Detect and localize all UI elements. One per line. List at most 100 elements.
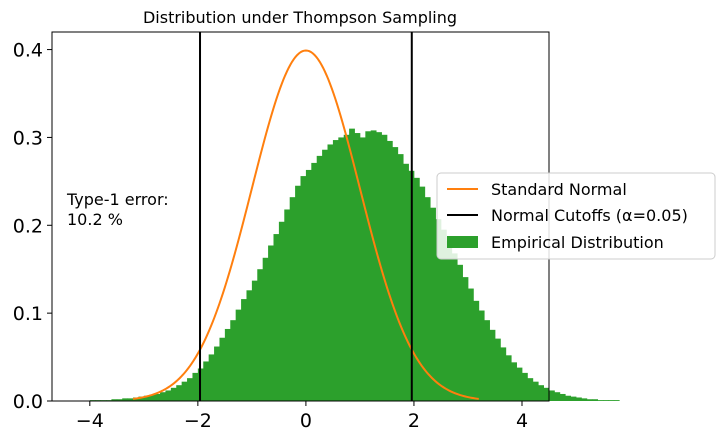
histogram-bar [322,149,328,401]
histogram-bar [289,197,296,401]
y-axis: 0.0 0.1 0.2 0.3 0.4 [13,40,52,413]
histogram-bar [154,393,161,401]
histogram-bar [516,367,523,401]
histogram-bar [262,257,269,401]
histogram-bar [187,378,193,401]
histogram-bar [457,264,463,401]
histogram-bar [440,229,447,401]
y-tick-label: 0.3 [13,127,43,149]
histogram-bar [284,209,291,401]
histogram-bar [138,396,145,401]
histogram-bar [273,234,280,401]
histogram-bar [500,347,507,401]
histogram-bar [370,130,377,401]
histogram-bar [149,394,156,401]
histogram-bar [538,385,544,401]
histogram-bar [365,131,372,401]
histogram-bar [251,280,258,401]
histogram-bar [397,154,404,401]
histogram-bar [116,399,123,401]
standard-normal-curve [132,49,479,400]
x-tick-label: 0 [300,410,312,432]
plot-area [89,32,620,402]
histogram-bar [559,393,566,401]
histogram-bar [478,310,485,401]
histogram-bar [473,300,480,401]
histogram-bar [349,128,355,401]
legend: Standard Normal Normal Cutoffs (α=0.05) … [436,172,716,260]
histogram-bar [446,241,453,401]
histogram-bar [586,399,593,401]
histogram-bar [565,395,572,401]
histogram-bar [581,398,588,401]
histogram-bar [224,328,231,401]
histogram-bar [332,140,339,401]
histogram-bar [241,299,247,401]
annotation: Type-1 error: 10.2 % [66,190,169,229]
histogram-bar [576,397,582,401]
histogram-bar [494,338,501,401]
histogram-bar [176,385,183,401]
histogram-bar [316,155,323,401]
y-tick-label: 0.1 [13,303,43,325]
histogram-bar [521,372,528,401]
histogram-bar [208,354,215,401]
y-tick-label: 0.4 [13,40,43,62]
histogram-bar [268,245,274,401]
histogram-bar [257,269,264,401]
histogram-bar [554,392,561,401]
histogram-bar [543,387,550,401]
legend-swatch-empirical [447,236,478,248]
histogram-bar [359,137,366,401]
histogram-bar [192,372,199,401]
histogram-bar [170,387,177,401]
histogram-bar [603,400,609,401]
histogram-bar [327,144,334,401]
histogram-bar [608,400,615,401]
x-tick-label: −2 [184,410,212,432]
type1-error-label: Type-1 error: [66,190,169,209]
histogram-bar [597,400,604,401]
histogram-bar [386,140,393,401]
histogram-bar [392,147,399,401]
x-tick-label: 2 [408,410,420,432]
histogram-bar [613,400,620,401]
histogram-bar [181,381,188,401]
x-tick-label: 4 [516,410,528,432]
legend-label-normal-cutoffs: Normal Cutoffs (α=0.05) [491,206,688,225]
histogram-bar [489,329,496,401]
legend-label-empirical: Empirical Distribution [491,233,664,252]
histogram-bar [484,320,490,401]
histogram-bar [527,378,534,401]
legend-box [436,172,716,260]
histogram-bar [343,134,350,402]
histogram-bar [311,162,318,401]
histogram-bar [462,277,469,401]
histogram-bar [424,197,431,401]
legend-label-standard-normal: Standard Normal [491,180,627,199]
y-tick-label: 0.0 [13,391,43,413]
histogram-bar [235,309,242,401]
histogram-bar [592,399,599,401]
histogram-bar [403,163,409,401]
histogram-bar [338,137,345,401]
x-tick-label: −4 [76,410,104,432]
x-axis: −4 −2 0 2 4 [76,401,528,432]
histogram-bar [203,361,210,401]
histogram-bar [111,399,118,401]
histogram-bar [160,392,166,401]
histogram-bar [570,396,577,401]
histogram-bar [435,219,442,401]
histogram-bar [219,337,226,401]
histogram-bar [165,390,172,401]
histogram-bar [354,133,361,402]
chart-title: Distribution under Thompson Sampling [143,8,457,27]
histogram-bar [505,355,512,401]
histogram-bar [381,134,388,402]
histogram-bar [230,320,237,401]
type1-error-value: 10.2 % [67,210,123,229]
y-tick-label: 0.2 [13,215,43,237]
histogram-bar [300,176,307,401]
histogram-bar [430,207,436,401]
